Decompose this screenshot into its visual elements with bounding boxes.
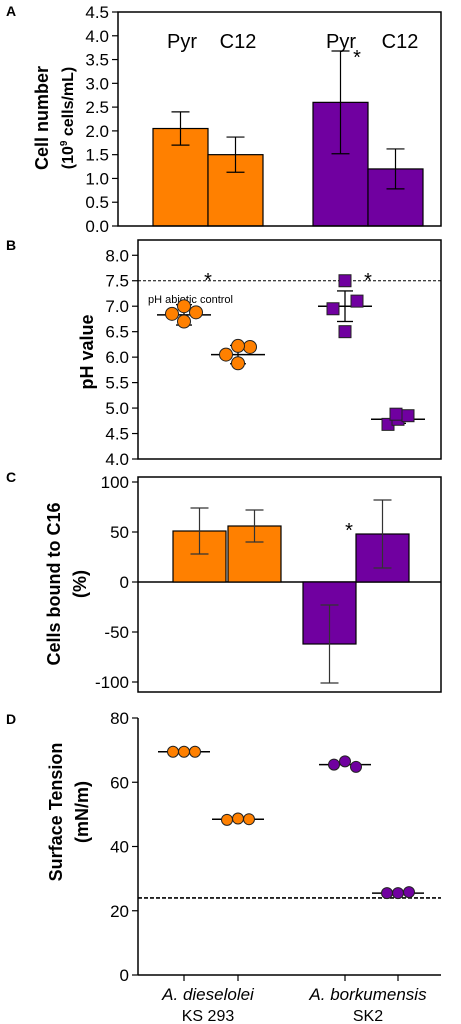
panel-c-ylabel-line1: Cells bound to C16 <box>44 502 64 665</box>
panel-b-groups <box>157 274 425 431</box>
panel-b-significance-1: * <box>204 270 212 292</box>
panel-c-y-axis: -100 -50 0 50 100 <box>95 473 138 692</box>
panel-b-y-tick-label: 5.0 <box>105 399 129 418</box>
panel-a-y-tick-label: 2.0 <box>85 122 109 141</box>
panel-b-y-tick-label: 7.0 <box>105 297 129 316</box>
panel-b-letter: B <box>6 237 16 253</box>
panel-b-y-tick-label: 5.5 <box>105 374 129 393</box>
panel-d-data-point <box>232 812 244 825</box>
panel-b-data-point <box>177 299 191 314</box>
panel-b-y-tick-label: 6.5 <box>105 323 129 342</box>
panel-b-data-point <box>189 305 203 320</box>
species-1-name: A. dieselolei <box>161 985 255 1004</box>
panel-a-frame <box>117 11 442 227</box>
panel-d-groups <box>158 745 424 900</box>
panel-a-y-tick-label: 0.5 <box>85 193 109 212</box>
panel-c-y-tick-label: 0 <box>120 573 129 592</box>
panel-b-y-tick-label: 8.0 <box>105 246 129 265</box>
panel-c-significance: * <box>345 520 353 542</box>
panel-c-bars <box>138 499 441 684</box>
panel-c-letter: C <box>6 469 16 485</box>
panel-a-y-tick-label: 1.0 <box>85 169 109 188</box>
species-1-strain: KS 293 <box>182 1008 235 1024</box>
panel-a-y-tick-label: 3.0 <box>85 74 109 93</box>
panel-c: C Cells bound to C16 (%) -100 -50 0 50 100 * <box>6 469 442 693</box>
panel-a-significance: * <box>353 47 361 69</box>
panel-b-frame <box>137 239 442 460</box>
panel-c-frame <box>137 476 442 693</box>
panel-b-y-tick-label: 6.0 <box>105 348 129 367</box>
panel-d-data-point <box>243 813 255 826</box>
panel-b-data-point <box>165 306 179 321</box>
panel-a-bar-labels: Pyr C12 Pyr C12 <box>167 31 418 53</box>
panel-d-y-tick-label: 0 <box>120 966 129 985</box>
panel-c-y-tick-label: 50 <box>110 523 129 542</box>
panel-d-data-point <box>221 813 233 826</box>
panel-a-y-tick-label: 4.5 <box>85 3 109 22</box>
panel-a-bars <box>152 50 424 227</box>
panel-b-y-tick-label: 4.0 <box>105 450 129 469</box>
panel-b-ylabel: pH value <box>77 314 97 389</box>
panel-b-data-point <box>231 338 245 353</box>
panel-d-data-point <box>189 745 201 758</box>
panel-b-data-point <box>243 339 257 354</box>
panel-a-y-tick-label: 3.5 <box>85 51 109 70</box>
panel-d-data-point <box>167 745 179 758</box>
panel-d-ylabel-line1: Surface Tension <box>46 743 66 882</box>
panel-a-bar-label: Pyr <box>167 31 197 53</box>
panel-d-data-point <box>350 760 362 773</box>
panel-b-data-point <box>219 347 233 362</box>
panel-d-data-point <box>403 886 415 899</box>
panel-b-y-tick-label: 7.5 <box>105 272 129 291</box>
panel-a-bar-label: C12 <box>220 31 257 53</box>
panel-b-significance-2: * <box>364 270 372 292</box>
panel-b-y-axis: 4.0 4.5 5.0 5.5 6.0 6.5 7.0 7.5 8.0 <box>105 246 138 469</box>
panel-d-data-point <box>328 758 340 771</box>
panel-d-y-tick-label: 80 <box>110 709 129 728</box>
panel-a-ylabel-line1: Cell number <box>32 66 52 170</box>
panel-d-y-axis: 0 20 40 60 80 <box>110 709 139 985</box>
panel-d-y-tick-label: 40 <box>110 838 129 857</box>
species-2-name: A. borkumensis <box>308 985 427 1004</box>
panel-d-x-axis <box>138 974 441 981</box>
panel-b-data-point <box>338 325 352 339</box>
panel-b-data-point <box>338 274 352 288</box>
panel-d-ylabel-line2: (mN/m) <box>72 781 92 843</box>
panel-c-ylabel-line2: (%) <box>70 570 90 598</box>
panel-a-y-tick-label: 0.0 <box>85 217 109 236</box>
panel-d: D Surface Tension (mN/m) 0 20 40 60 80 <box>6 709 441 985</box>
panel-d-data-point <box>339 755 351 768</box>
panel-b-y-tick-label: 4.5 <box>105 425 129 444</box>
panel-d-letter: D <box>6 711 16 727</box>
panel-d-data-point <box>178 745 190 758</box>
panel-b-data-point <box>231 356 245 371</box>
panel-a-y-tick-label: 2.5 <box>85 98 109 117</box>
x-axis-labels: A. dieselolei KS 293 A. borkumensis SK2 <box>161 985 427 1024</box>
panel-a-ylabel-line2: (109 cells/mL) <box>59 67 77 170</box>
panel-d-data-point <box>381 887 393 900</box>
panel-d-y-tick-label: 60 <box>110 773 129 792</box>
panel-c-y-tick-label: -50 <box>104 623 129 642</box>
panel-a-bar-label: Pyr <box>326 31 356 53</box>
panel-c-y-tick-label: 100 <box>101 473 129 492</box>
panel-b: B pH value 4.0 4.5 5.0 5.5 6.0 6.5 7.0 7.5 8.0 p… <box>6 237 442 469</box>
panel-a-y-axis: 0.0 0.5 1.0 1.5 2.0 2.5 3.0 3.5 4.0 4.5 <box>85 3 118 236</box>
panel-b-data-point <box>389 407 403 421</box>
panel-a-bar-label: C12 <box>382 31 419 53</box>
panel-b-reference-label: pH abiotic control <box>148 294 233 306</box>
panel-b-data-point <box>350 294 364 308</box>
species-2-strain: SK2 <box>353 1008 383 1024</box>
panel-b-data-point <box>401 409 415 423</box>
panel-a: A Cell number (109 cells/mL) 0.0 0.5 1.0 1.… <box>6 3 442 236</box>
panel-d-data-point <box>392 887 404 900</box>
panel-b-data-point <box>326 302 340 316</box>
panel-a-y-tick-label: 4.0 <box>85 27 109 46</box>
panel-d-y-tick-label: 20 <box>110 902 129 921</box>
panel-c-y-tick-label: -100 <box>95 673 129 692</box>
panel-b-data-point <box>177 314 191 329</box>
panel-a-y-tick-label: 1.5 <box>85 146 109 165</box>
panel-a-letter: A <box>6 3 16 19</box>
